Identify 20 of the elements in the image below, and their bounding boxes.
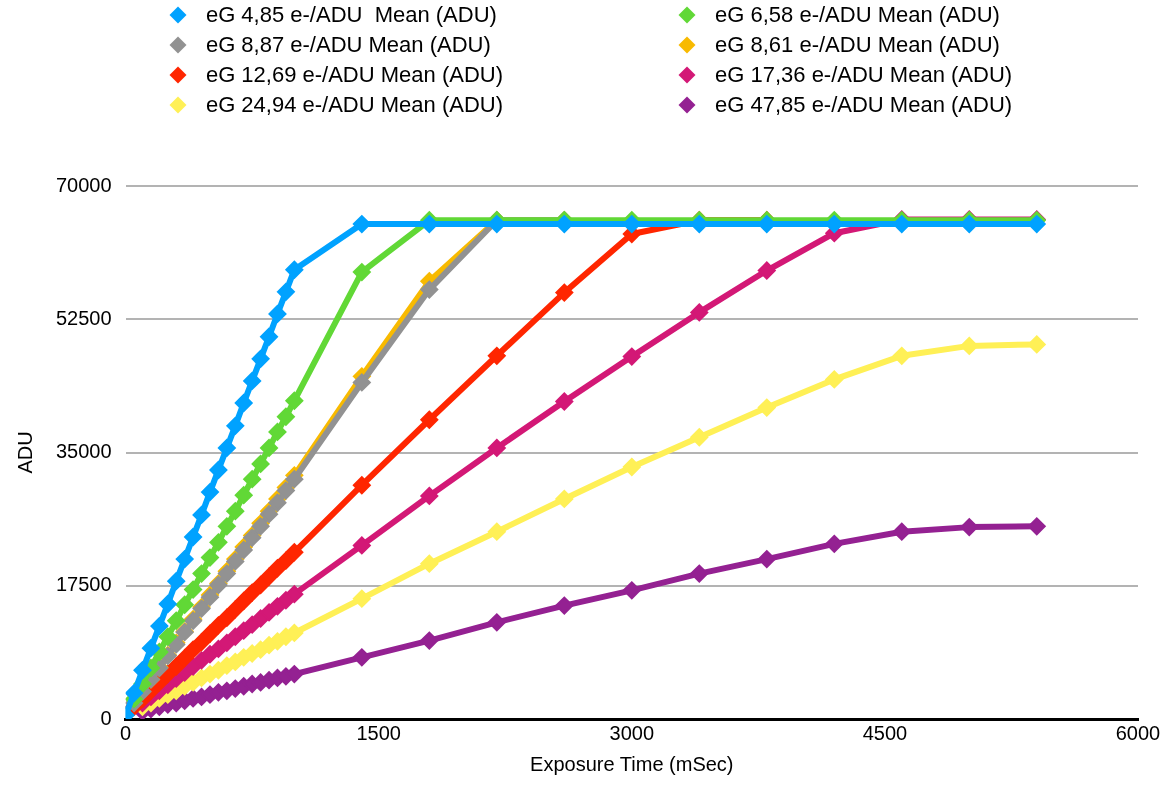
x-tick-label: 0 xyxy=(120,721,132,744)
legend-label: eG 8,87 e-/ADU Mean (ADU) xyxy=(205,32,491,58)
legend-label: eG 24,94 e-/ADU Mean (ADU) xyxy=(205,92,503,118)
y-tick-label: 17500 xyxy=(55,573,112,596)
y-tick-label: 35000 xyxy=(55,440,112,463)
y-tick-label: 70000 xyxy=(55,173,112,196)
x-tick-label: 3000 xyxy=(609,721,655,744)
y-tick-label: 52500 xyxy=(55,306,112,329)
y-tick-label: 0 xyxy=(100,706,112,729)
x-tick-label: 4500 xyxy=(862,721,908,744)
legend-label: eG 12,69 e-/ADU Mean (ADU) xyxy=(205,62,503,88)
x-tick-label: 6000 xyxy=(1115,721,1161,744)
legend-label: eG 17,36 e-/ADU Mean (ADU) xyxy=(715,62,1013,88)
x-tick-label: 1500 xyxy=(356,721,401,744)
legend-label: eG 47,85 e-/ADU Mean (ADU) xyxy=(715,92,1013,118)
y-axis-title: ADU xyxy=(13,431,36,474)
legend-label: eG 8,61 e-/ADU Mean (ADU) xyxy=(715,32,1000,58)
legend-label: eG 4,85 e-/ADU Mean (ADU) xyxy=(205,2,497,28)
legend-label: eG 6,58 e-/ADU Mean (ADU) xyxy=(715,2,1000,28)
x-axis-title: Exposure Time (mSec) xyxy=(530,752,734,775)
